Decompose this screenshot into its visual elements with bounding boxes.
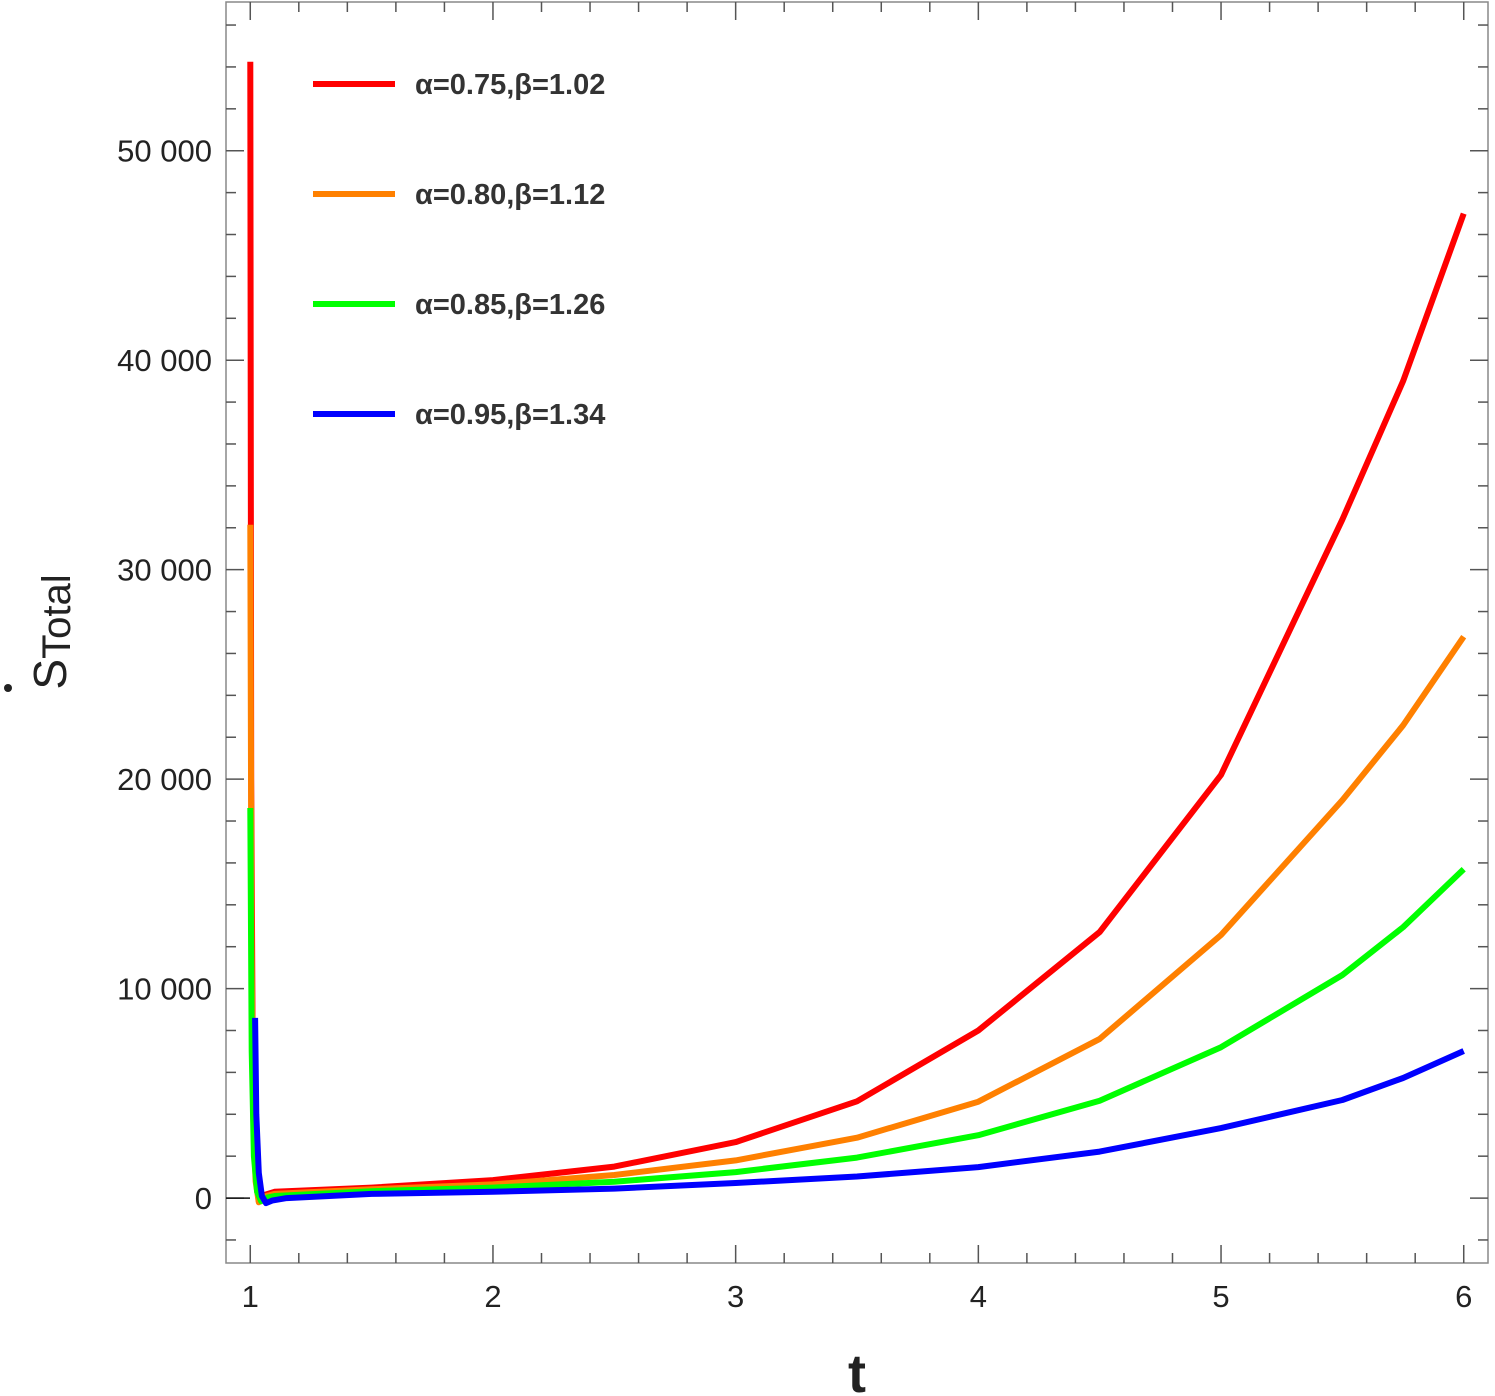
x-tick-label: 6 bbox=[1455, 1279, 1472, 1314]
axes: 1 2 3 4 5 6 0 10 000 20 000 30 000 40 000 50 000 bbox=[117, 1, 1489, 1314]
x-tick-label: 3 bbox=[727, 1279, 744, 1314]
y-axis-label-subscript: Total bbox=[35, 574, 79, 659]
svg-text:STotal: STotal bbox=[24, 574, 79, 689]
y-tick-label: 50 000 bbox=[117, 134, 212, 169]
y-tick-label: 20 000 bbox=[117, 762, 212, 797]
x-tick-label: 4 bbox=[970, 1279, 987, 1314]
legend-label-2: α=0.80,β=1.12 bbox=[415, 179, 605, 211]
series-line-4 bbox=[252, 1017, 1465, 1207]
legend-label-1: α=0.75,β=1.02 bbox=[415, 69, 605, 101]
curves bbox=[247, 61, 1467, 1207]
y-tick-label: 0 bbox=[195, 1181, 212, 1216]
x-tick-label: 2 bbox=[484, 1279, 501, 1314]
legend-label-3: α=0.85,β=1.26 bbox=[415, 289, 605, 321]
series-line-1 bbox=[247, 61, 1467, 1205]
series-line-3 bbox=[247, 807, 1466, 1205]
y-tick-label: 40 000 bbox=[117, 343, 212, 378]
y-tick-label: 10 000 bbox=[117, 972, 212, 1007]
x-tick-label: 5 bbox=[1212, 1279, 1229, 1314]
x-tick-label: 1 bbox=[242, 1279, 259, 1314]
y-axis-label: STotal bbox=[4, 574, 79, 692]
y-axis-label-main: S bbox=[24, 659, 76, 690]
y-axis-label-dot bbox=[4, 684, 12, 692]
x-axis-label: t bbox=[848, 1344, 866, 1396]
legend-label-4: α=0.95,β=1.34 bbox=[415, 399, 605, 431]
legend: α=0.75,β=1.02 α=0.80,β=1.12 α=0.85,β=1.26 α… bbox=[313, 69, 605, 431]
plot-frame bbox=[225, 1, 1489, 1264]
y-tick-label: 30 000 bbox=[117, 553, 212, 588]
